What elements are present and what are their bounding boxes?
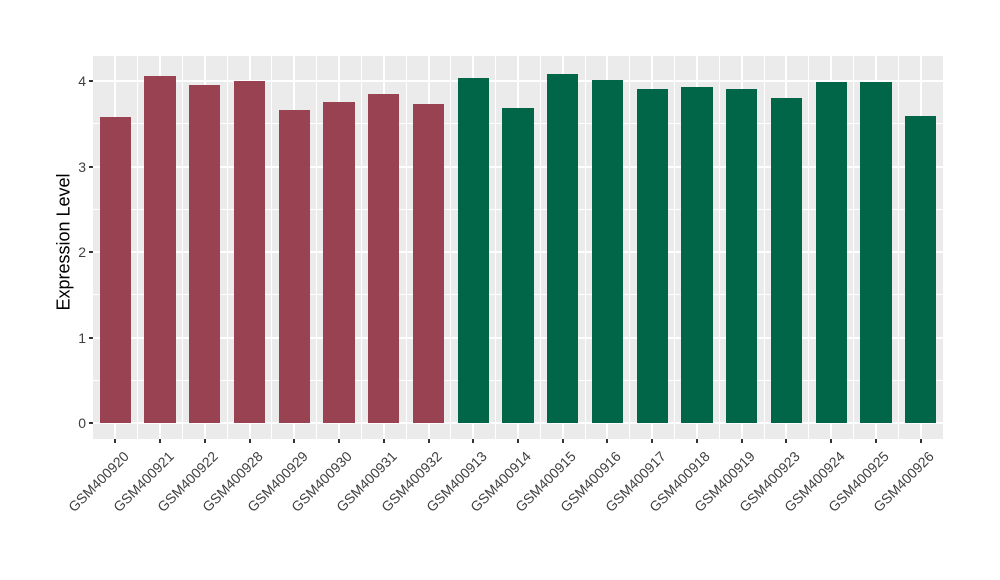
bar-GSM400922	[189, 85, 221, 423]
gridline-minor-v	[271, 56, 273, 439]
y-tick-label: 3	[78, 158, 86, 175]
bar-GSM400918	[681, 86, 713, 423]
bar-GSM400913	[457, 77, 489, 423]
gridline-minor-v	[226, 56, 228, 439]
x-tick-mark	[740, 439, 743, 443]
gridline-minor-v	[539, 56, 541, 439]
gridline-minor-v	[808, 56, 810, 439]
gridline-minor-v	[853, 56, 855, 439]
y-tick-mark	[89, 422, 93, 424]
gridline-minor-v	[897, 56, 899, 439]
x-tick-mark	[114, 439, 117, 443]
x-tick-mark	[382, 439, 385, 443]
x-tick-mark	[472, 439, 475, 443]
y-tick-mark	[89, 336, 93, 339]
y-tick-label: 1	[78, 329, 86, 346]
x-tick-mark	[830, 439, 833, 443]
bar-GSM400917	[636, 88, 668, 423]
gridline-minor-v	[629, 56, 631, 439]
x-tick-mark	[561, 439, 564, 443]
gridline-minor-v	[181, 56, 183, 439]
gridline-minor-v	[674, 56, 676, 439]
gridline-minor-v	[360, 56, 362, 439]
bar-GSM400916	[591, 80, 624, 423]
y-axis-title: Expression Level	[53, 173, 74, 311]
y-tick-label: 0	[78, 415, 86, 431]
bar-GSM400925	[860, 81, 892, 423]
bar-GSM400926	[904, 116, 937, 423]
bar-GSM400919	[726, 88, 758, 423]
bar-GSM400924	[815, 81, 847, 423]
y-tick-label: 2	[78, 244, 86, 260]
x-tick-mark	[293, 439, 296, 443]
x-tick-mark	[919, 439, 922, 443]
bar-GSM400929	[278, 110, 310, 423]
gridline-minor-v	[763, 56, 765, 439]
bar-GSM400931	[368, 93, 400, 423]
x-tick-mark	[203, 439, 206, 443]
x-tick-mark	[695, 439, 698, 443]
y-tick-mark	[89, 165, 93, 168]
x-tick-mark	[874, 439, 877, 443]
x-tick-mark	[338, 439, 341, 443]
bar-GSM400921	[144, 75, 176, 423]
plot-panel	[93, 56, 943, 439]
bar-GSM400915	[547, 74, 579, 423]
x-tick-mark	[159, 439, 162, 443]
gridline-minor-v	[718, 56, 720, 439]
gridline-minor-v	[495, 56, 497, 439]
x-tick-mark	[651, 439, 654, 443]
gridline-minor-v	[405, 56, 407, 439]
x-tick-mark	[427, 439, 430, 443]
gridline-minor-v	[450, 56, 452, 439]
bar-GSM400914	[502, 108, 534, 423]
gridline-minor-v	[137, 56, 139, 439]
x-tick-mark	[785, 439, 788, 443]
bar-GSM400928	[233, 81, 266, 423]
y-tick-mark	[89, 80, 93, 82]
bar-GSM400932	[412, 104, 445, 423]
y-tick-mark	[89, 251, 93, 253]
gridline-minor-v	[316, 56, 318, 439]
gridline-minor-v	[584, 56, 586, 439]
x-tick-mark	[517, 439, 519, 443]
x-tick-mark	[248, 439, 251, 443]
bar-GSM400930	[323, 101, 355, 423]
y-tick-label: 4	[78, 73, 86, 89]
bar-GSM400923	[770, 98, 803, 423]
bar-GSM400920	[99, 116, 132, 423]
x-tick-mark	[606, 439, 609, 443]
